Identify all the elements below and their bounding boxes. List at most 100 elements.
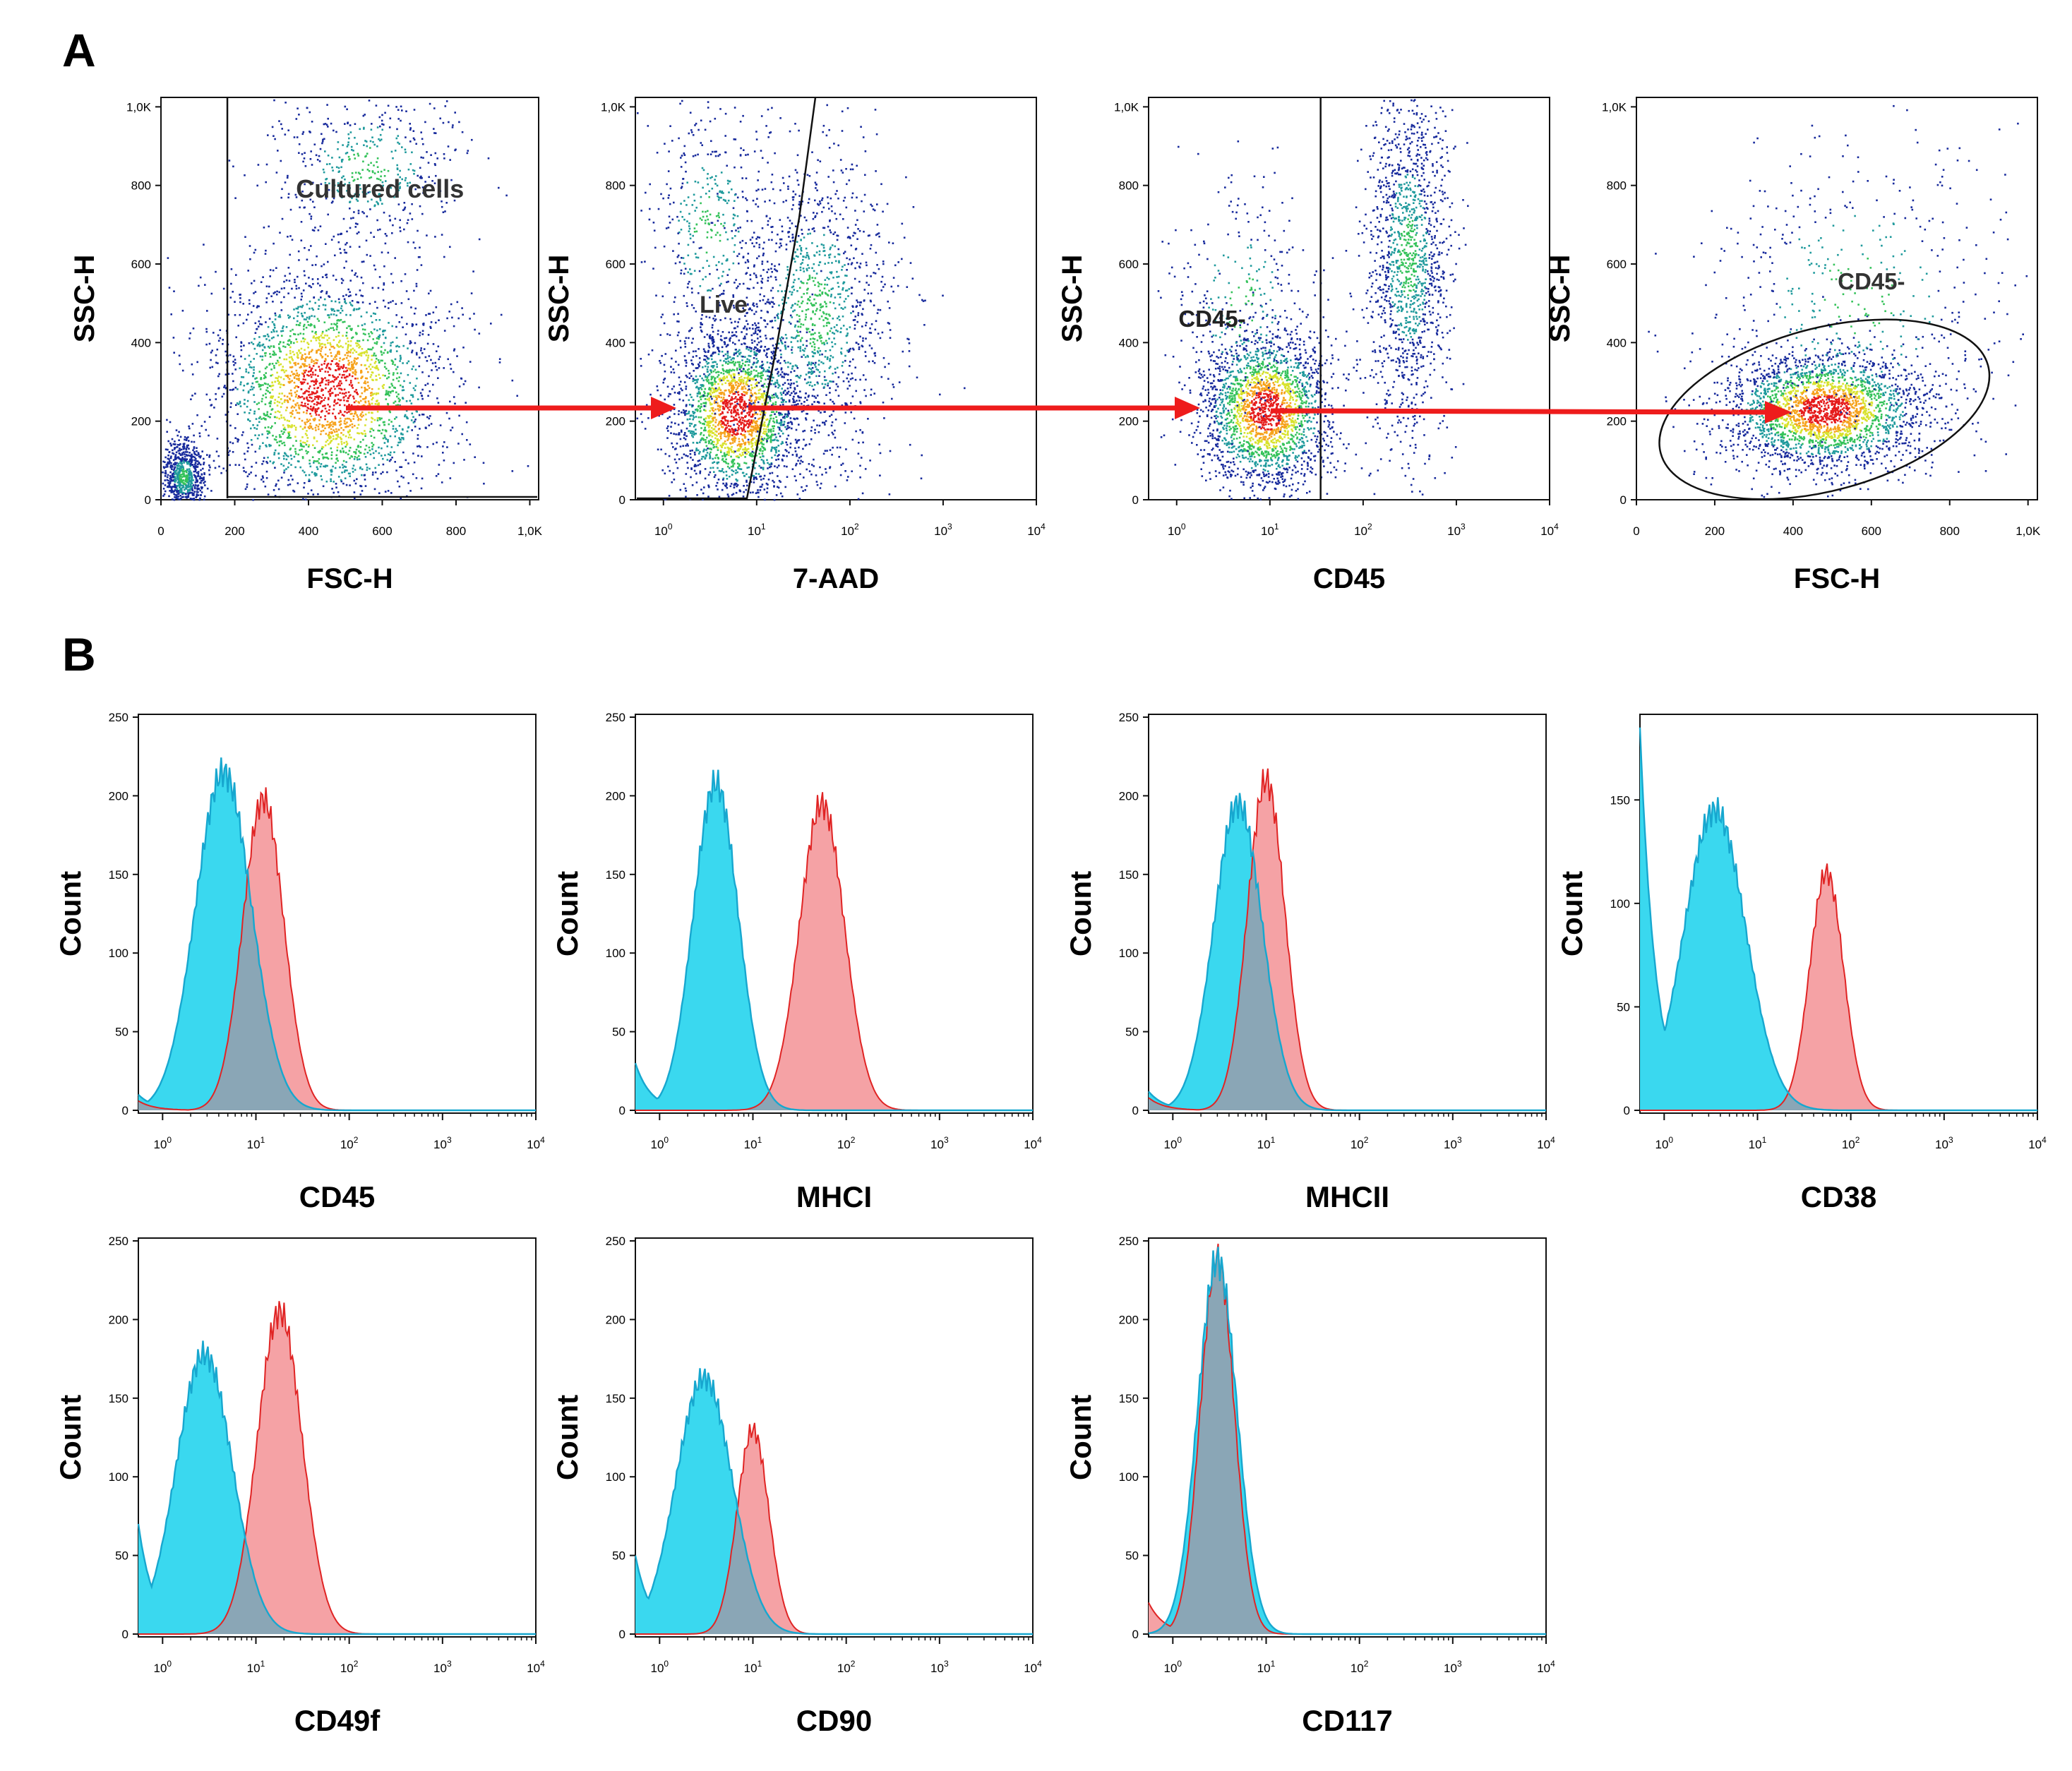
event-dot bbox=[392, 363, 394, 365]
event-dot bbox=[733, 375, 735, 377]
event-dot bbox=[265, 338, 268, 340]
event-dot bbox=[419, 205, 421, 208]
event-dot bbox=[193, 471, 196, 473]
event-dot bbox=[165, 448, 167, 450]
event-dot bbox=[379, 328, 381, 330]
event-dot bbox=[249, 258, 251, 260]
event-dot bbox=[334, 255, 336, 257]
event-dot bbox=[361, 387, 363, 389]
event-dot bbox=[339, 357, 341, 359]
event-dot bbox=[428, 334, 430, 336]
event-dot bbox=[266, 297, 268, 299]
event-dot bbox=[357, 459, 359, 461]
x-tick-label: 800 bbox=[446, 524, 466, 538]
event-dot bbox=[311, 489, 313, 491]
event-dot bbox=[309, 352, 311, 354]
event-dot bbox=[453, 396, 455, 398]
event-dot bbox=[757, 414, 759, 416]
event-dot bbox=[403, 229, 405, 231]
event-dot bbox=[789, 447, 791, 449]
event-dot bbox=[753, 479, 755, 481]
event-dot bbox=[405, 460, 407, 462]
event-dot bbox=[362, 340, 364, 342]
event-dot bbox=[173, 460, 175, 462]
event-dot bbox=[325, 308, 327, 311]
event-dot bbox=[445, 105, 447, 107]
event-dot bbox=[778, 433, 780, 435]
event-dot bbox=[714, 434, 717, 436]
event-dot bbox=[439, 356, 441, 358]
event-dot bbox=[359, 246, 361, 248]
event-dot bbox=[335, 462, 337, 464]
event-dot bbox=[358, 155, 360, 157]
event-dot bbox=[287, 175, 289, 177]
event-dot bbox=[412, 452, 414, 455]
event-dot bbox=[366, 215, 369, 217]
event-dot bbox=[211, 293, 213, 295]
event-dot bbox=[336, 167, 338, 169]
event-dot bbox=[419, 167, 421, 169]
event-dot bbox=[407, 219, 409, 221]
event-dot bbox=[749, 361, 751, 363]
event-dot bbox=[337, 310, 340, 312]
event-dot bbox=[352, 418, 354, 420]
event-dot bbox=[301, 293, 303, 295]
event-dot bbox=[396, 138, 398, 140]
event-dot bbox=[203, 482, 205, 484]
event-dot bbox=[263, 457, 265, 460]
event-dot bbox=[738, 464, 741, 466]
event-dot bbox=[244, 385, 246, 387]
event-dot bbox=[315, 427, 317, 429]
event-dot bbox=[279, 357, 281, 359]
event-dot bbox=[293, 373, 295, 375]
event-dot bbox=[750, 419, 753, 421]
event-dot bbox=[170, 457, 172, 460]
panel-a-letter: A bbox=[62, 24, 96, 76]
event-dot bbox=[265, 181, 267, 184]
event-dot bbox=[297, 334, 299, 336]
event-dot bbox=[335, 355, 337, 357]
event-dot bbox=[443, 157, 445, 160]
event-dot bbox=[393, 428, 395, 430]
event-dot bbox=[369, 387, 371, 389]
event-dot bbox=[183, 445, 185, 447]
event-dot bbox=[426, 416, 429, 419]
event-dot bbox=[364, 433, 366, 435]
event-dot bbox=[298, 407, 300, 409]
event-dot bbox=[366, 360, 369, 362]
event-dot bbox=[432, 443, 434, 445]
event-dot bbox=[307, 404, 309, 406]
event-dot bbox=[450, 429, 452, 431]
event-dot bbox=[209, 367, 211, 369]
event-dot bbox=[773, 397, 775, 399]
event-dot bbox=[381, 120, 383, 122]
event-dot bbox=[378, 430, 381, 432]
event-dot bbox=[313, 384, 316, 386]
event-dot bbox=[775, 436, 777, 438]
event-dot bbox=[336, 320, 338, 322]
event-dot bbox=[407, 347, 409, 349]
event-dot bbox=[320, 416, 322, 419]
event-dot bbox=[371, 359, 373, 361]
event-dot bbox=[301, 341, 303, 343]
event-dot bbox=[256, 328, 258, 330]
event-dot bbox=[296, 394, 298, 396]
event-dot bbox=[347, 144, 349, 146]
event-dot bbox=[728, 425, 730, 427]
event-dot bbox=[298, 376, 300, 378]
event-dot bbox=[174, 440, 176, 443]
event-dot bbox=[727, 407, 729, 409]
event-dot bbox=[248, 372, 250, 374]
event-dot bbox=[320, 148, 322, 150]
event-dot bbox=[755, 425, 757, 427]
event-dot bbox=[337, 450, 339, 452]
event-dot bbox=[276, 372, 278, 374]
event-dot bbox=[235, 464, 237, 466]
event-dot bbox=[751, 387, 753, 389]
event-dot bbox=[371, 349, 373, 351]
event-dot bbox=[321, 431, 323, 433]
event-dot bbox=[175, 454, 177, 456]
event-dot bbox=[354, 378, 357, 380]
event-dot bbox=[304, 360, 306, 362]
event-dot bbox=[709, 453, 711, 455]
